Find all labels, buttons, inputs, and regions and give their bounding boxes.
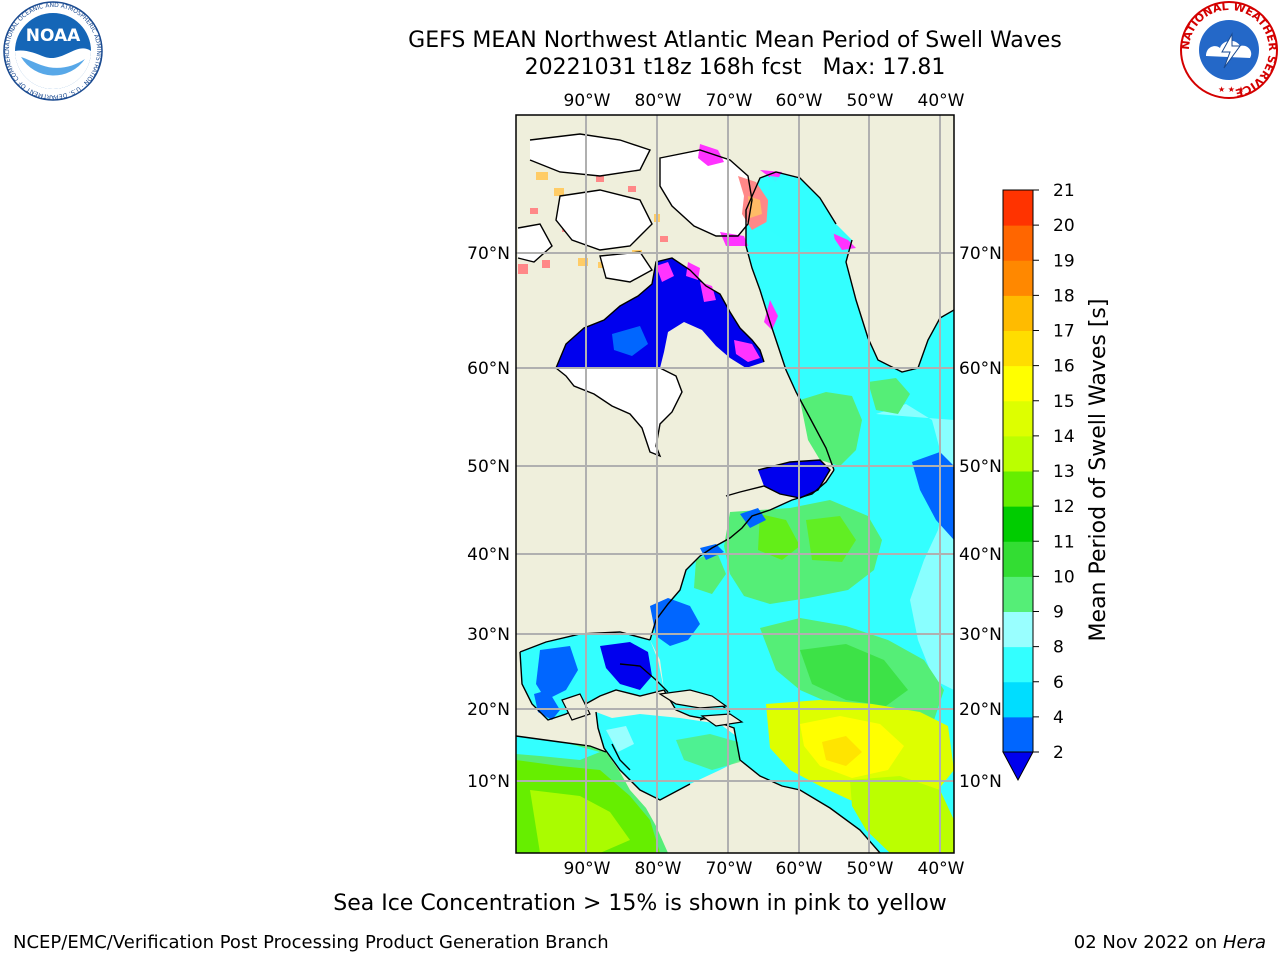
colorbar-segment (1003, 471, 1033, 507)
colorbar-tick-label: 20 (1053, 216, 1075, 236)
colorbar-tick-label: 12 (1053, 497, 1075, 517)
lon-label-bottom: 40°W (918, 859, 965, 879)
colorbar-segment (1003, 576, 1033, 612)
colorbar-segment (1003, 330, 1033, 367)
colorbar-tick-label: 11 (1053, 532, 1075, 552)
lat-label-left: 50°N (467, 457, 510, 477)
chart-title: GEFS MEAN Northwest Atlantic Mean Period… (408, 28, 1062, 53)
colorbar-under-arrow (1002, 751, 1034, 782)
lon-label-bottom: 50°W (847, 859, 894, 879)
map-frame (515, 114, 955, 854)
lon-label-top: 90°W (564, 91, 611, 111)
colorbar-tick-label: 16 (1053, 357, 1075, 377)
lat-label-left: 10°N (467, 772, 510, 792)
sea-ice-note: Sea Ice Concentration > 15% is shown in … (333, 891, 947, 916)
colorbar-segment (1003, 541, 1033, 577)
colorbar-tick-label: 14 (1053, 427, 1075, 447)
lat-label-left: 30°N (467, 625, 510, 645)
lon-label-bottom: 60°W (776, 859, 823, 879)
footer-date-text: 02 Nov 2022 on (1073, 932, 1223, 953)
lat-label-right: 60°N (959, 359, 1002, 379)
nws-logo: NATIONAL WEATHER SERVICE ★ ★ ★ (1179, 0, 1279, 99)
footer-credit: NCEP/EMC/Verification Post Processing Pr… (13, 932, 609, 953)
footer-host: Hera (1222, 932, 1266, 953)
colorbar-segment (1003, 646, 1033, 683)
lat-label-right: 10°N (959, 772, 1002, 792)
colorbar-segment (1003, 190, 1033, 226)
colorbar-tick-label: 15 (1053, 392, 1075, 412)
colorbar-tick-label: 21 (1053, 181, 1075, 201)
lat-label-right: 70°N (959, 244, 1002, 264)
colorbar-tick-label: 19 (1053, 251, 1075, 271)
colorbar-tick-label: 8 (1053, 638, 1064, 658)
ocean-caribbean (596, 712, 740, 800)
colorbar-segment (1003, 260, 1033, 296)
footer-date: 02 Nov 2022 on Hera (1074, 932, 1266, 954)
colorbar-tick-label: 2 (1053, 743, 1064, 763)
noaa-logo-text: NOAA (26, 26, 81, 46)
chart-subtitle: 20221031 t18z 168h fcst Max: 17.81 (524, 55, 946, 80)
svg-text:★ ★ ★: ★ ★ ★ (1218, 85, 1245, 94)
colorbar-segment (1003, 681, 1033, 718)
lon-label-top: 40°W (918, 91, 965, 111)
colorbar-segment (1003, 400, 1033, 437)
colorbar-tick-label: 18 (1053, 286, 1075, 306)
colorbar-tick-label: 13 (1053, 462, 1075, 482)
colorbar-tick-label: 4 (1053, 708, 1064, 728)
lon-label-top: 70°W (706, 91, 753, 111)
lat-label-left: 60°N (467, 359, 510, 379)
colorbar-label: Mean Period of Swell Waves [s] (1086, 299, 1111, 642)
lat-label-left: 40°N (467, 545, 510, 565)
lat-label-right: 30°N (959, 625, 1002, 645)
ice-region-hudson (556, 368, 682, 456)
hudson-bay (556, 258, 764, 368)
graticule (516, 115, 954, 853)
lat-label-right: 20°N (959, 700, 1002, 720)
noaa-logo: NATIONAL OCEANIC AND ATMOSPHERIC ADMINIS… (1, 1, 103, 101)
colorbar-segment (1003, 295, 1033, 331)
lon-label-top: 50°W (847, 91, 894, 111)
colorbar-tick-label: 6 (1053, 673, 1064, 693)
colorbar-tick-label: 17 (1053, 322, 1075, 342)
lat-label-left: 70°N (467, 244, 510, 264)
colorbar-segment (1003, 506, 1033, 542)
colorbar-segment (1003, 716, 1033, 753)
lon-label-bottom: 90°W (564, 859, 611, 879)
colorbar-segment (1003, 365, 1033, 402)
colorbar-segment (1003, 611, 1033, 648)
lon-label-bottom: 80°W (635, 859, 682, 879)
colorbar: 2 4 6 8 9 10 11 12 13 14 15 16 17 18 19 20 21 (1002, 181, 1075, 782)
lon-label-bottom: 70°W (706, 859, 753, 879)
lat-label-right: 40°N (959, 545, 1002, 565)
colorbar-tick-label: 9 (1053, 603, 1064, 623)
colorbar-segment (1003, 225, 1033, 261)
colorbar-tick-label: 10 (1053, 567, 1075, 587)
lat-label-right: 50°N (959, 457, 1002, 477)
colorbar-segment (1003, 435, 1033, 472)
lon-label-top: 60°W (776, 91, 823, 111)
lon-label-top: 80°W (635, 91, 682, 111)
lat-label-left: 20°N (467, 700, 510, 720)
